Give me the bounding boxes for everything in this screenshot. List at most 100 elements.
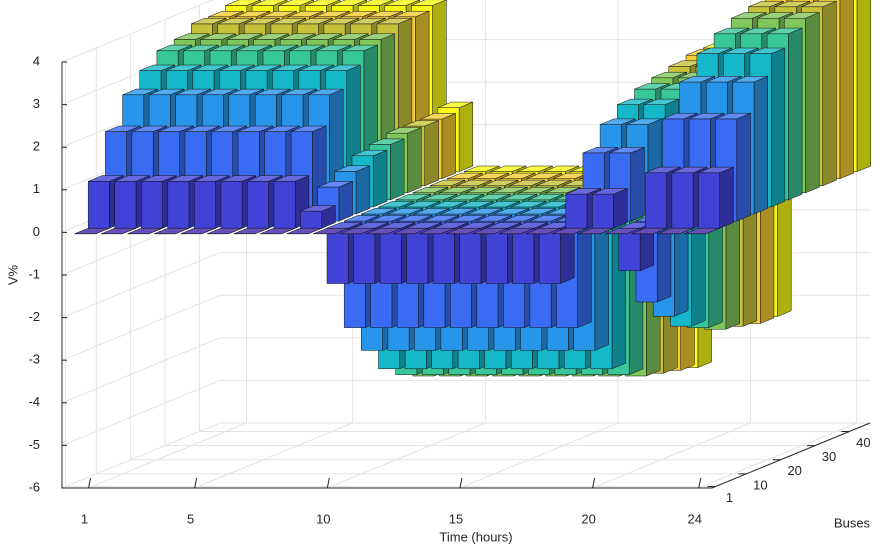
bar xyxy=(631,227,667,235)
bar-top xyxy=(202,88,238,96)
bar-side xyxy=(407,127,422,194)
bar-top xyxy=(651,71,687,79)
bar-top xyxy=(423,215,459,222)
bar-top xyxy=(405,201,441,208)
bar xyxy=(472,227,508,235)
bar-front xyxy=(565,193,588,229)
bar-front xyxy=(592,193,614,229)
bar-top xyxy=(723,47,759,54)
bar xyxy=(317,181,353,222)
bar-top xyxy=(166,64,202,71)
bar xyxy=(445,227,481,235)
bar-top xyxy=(440,208,476,215)
bar-top xyxy=(528,193,564,201)
x-tick xyxy=(459,477,463,489)
bar-top xyxy=(200,33,236,40)
bar-top xyxy=(467,208,503,215)
bar-top xyxy=(313,227,349,235)
bar-top xyxy=(387,208,423,215)
z-tick-label: -6 xyxy=(28,479,40,494)
bar xyxy=(300,205,336,229)
bar-top xyxy=(291,125,327,132)
bar-front xyxy=(87,181,110,229)
bar-top xyxy=(536,179,572,187)
x-tick xyxy=(592,477,596,489)
bar-top xyxy=(679,76,715,83)
bar-top xyxy=(298,64,334,71)
bar-top xyxy=(333,33,369,40)
bar xyxy=(538,222,575,284)
bar-top xyxy=(317,181,353,188)
bar-top xyxy=(88,175,124,182)
bar-top xyxy=(397,215,433,222)
x-tick xyxy=(88,477,92,489)
bar-top xyxy=(600,118,636,125)
bar-top xyxy=(192,64,228,71)
bar-front xyxy=(459,227,482,284)
bar-top xyxy=(801,0,837,8)
x-tick xyxy=(698,477,702,489)
x-tick xyxy=(194,477,198,489)
bar-top xyxy=(281,88,317,96)
bar-top xyxy=(359,33,395,40)
z-tick-label: 2 xyxy=(33,139,40,154)
bar-top xyxy=(323,17,359,25)
bar xyxy=(339,227,375,235)
grid-line xyxy=(61,379,870,446)
bar-top xyxy=(255,88,291,96)
bar-top xyxy=(378,201,414,208)
x-tick-label: 10 xyxy=(316,511,330,526)
z-tick-label: -4 xyxy=(28,394,40,409)
bar-top xyxy=(207,227,243,235)
bar-side xyxy=(839,0,854,180)
z-tick-label: 3 xyxy=(33,96,40,111)
z-tick-label: -5 xyxy=(28,437,40,452)
bar-top xyxy=(592,188,628,195)
bar-top xyxy=(287,10,324,18)
bar-top xyxy=(342,44,378,52)
bar-top xyxy=(358,0,394,6)
bar-top xyxy=(245,64,281,71)
bar-top xyxy=(464,165,500,172)
bar-top xyxy=(234,10,270,18)
bar-top xyxy=(551,227,588,235)
bar-top xyxy=(270,17,306,25)
bar-top xyxy=(662,112,698,120)
x-axis-label: Time (hours) xyxy=(439,529,512,544)
bar-top xyxy=(386,127,422,134)
bar-top xyxy=(439,186,475,194)
bar-side xyxy=(372,149,388,208)
bar-top xyxy=(774,0,810,8)
grid-line xyxy=(61,422,870,489)
bar xyxy=(498,227,534,235)
grid-line xyxy=(327,0,486,489)
bar-top xyxy=(370,215,406,222)
bar-top xyxy=(252,0,288,6)
bar-top xyxy=(476,215,512,222)
bar-top xyxy=(465,186,501,194)
bar-top xyxy=(316,44,352,52)
bar-top xyxy=(419,227,455,235)
bar-front xyxy=(326,227,349,284)
bar xyxy=(392,227,428,235)
bar-top xyxy=(617,98,653,105)
bar-top xyxy=(225,0,261,6)
bar xyxy=(180,227,216,235)
bar-top xyxy=(175,88,211,96)
bar xyxy=(605,227,641,235)
bar-top xyxy=(260,227,296,235)
z-tick-label: -3 xyxy=(28,352,40,367)
bar-top xyxy=(227,33,263,40)
bar-front xyxy=(618,227,641,272)
y-axis-label: Buses xyxy=(834,515,871,530)
bar-top xyxy=(493,208,530,215)
bar-top xyxy=(122,88,158,96)
bar xyxy=(698,166,734,229)
bar-top xyxy=(631,227,667,235)
bar-front xyxy=(273,181,296,229)
y-tick-label: 10 xyxy=(753,477,767,492)
bar-top xyxy=(191,17,227,25)
bar-top xyxy=(490,165,526,172)
bar-top xyxy=(517,165,553,172)
